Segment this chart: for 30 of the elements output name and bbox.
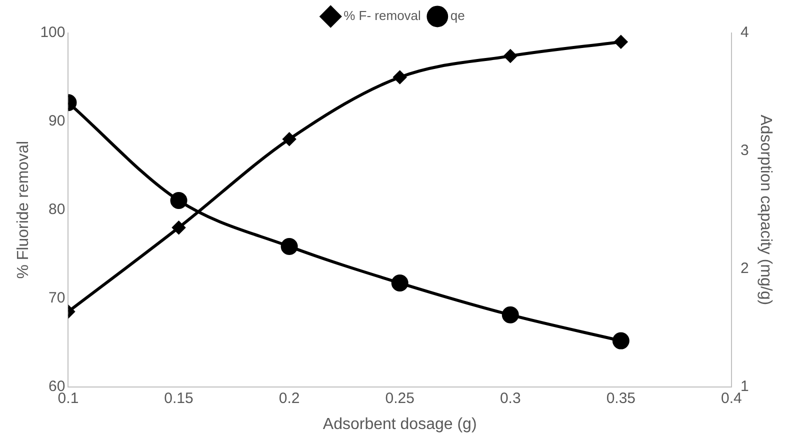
x-tick-label: 0.15 [164,390,194,407]
point [170,192,188,209]
y2-tick-label: 3 [740,142,749,160]
point [612,332,630,350]
y-axis-title: % Fluoride removal [15,140,32,279]
legend-label: % F- removal [344,8,422,24]
point [614,35,628,48]
x-tick-label: 0.2 [278,390,300,407]
x-axis-title: Adsorbent dosage (g) [322,416,477,433]
legend-label: qe [450,8,465,24]
point [502,306,519,324]
x-tick-label: 0.35 [606,390,636,407]
y-tick-label: 70 [48,289,66,306]
point [280,238,298,255]
y-tick-label: 80 [48,201,66,218]
point [504,49,517,62]
x-tick-label: 0.3 [500,390,521,407]
y2-tick-label: 4 [740,24,749,42]
point [282,132,296,146]
y-tick-label: 90 [48,112,66,130]
y-tick-label: 100 [40,24,66,42]
point [172,221,186,234]
x-tick-label: 0.25 [385,390,414,407]
x-tick-label: 0.4 [721,390,742,407]
point [391,274,408,292]
y2-tick-label: 2 [740,260,749,278]
y2-axis-title: Adsorption capacity (mg/g) [756,114,774,306]
point [393,70,406,84]
x-tick-label: 0.1 [58,390,79,407]
y2-tick-label: 1 [740,378,749,395]
